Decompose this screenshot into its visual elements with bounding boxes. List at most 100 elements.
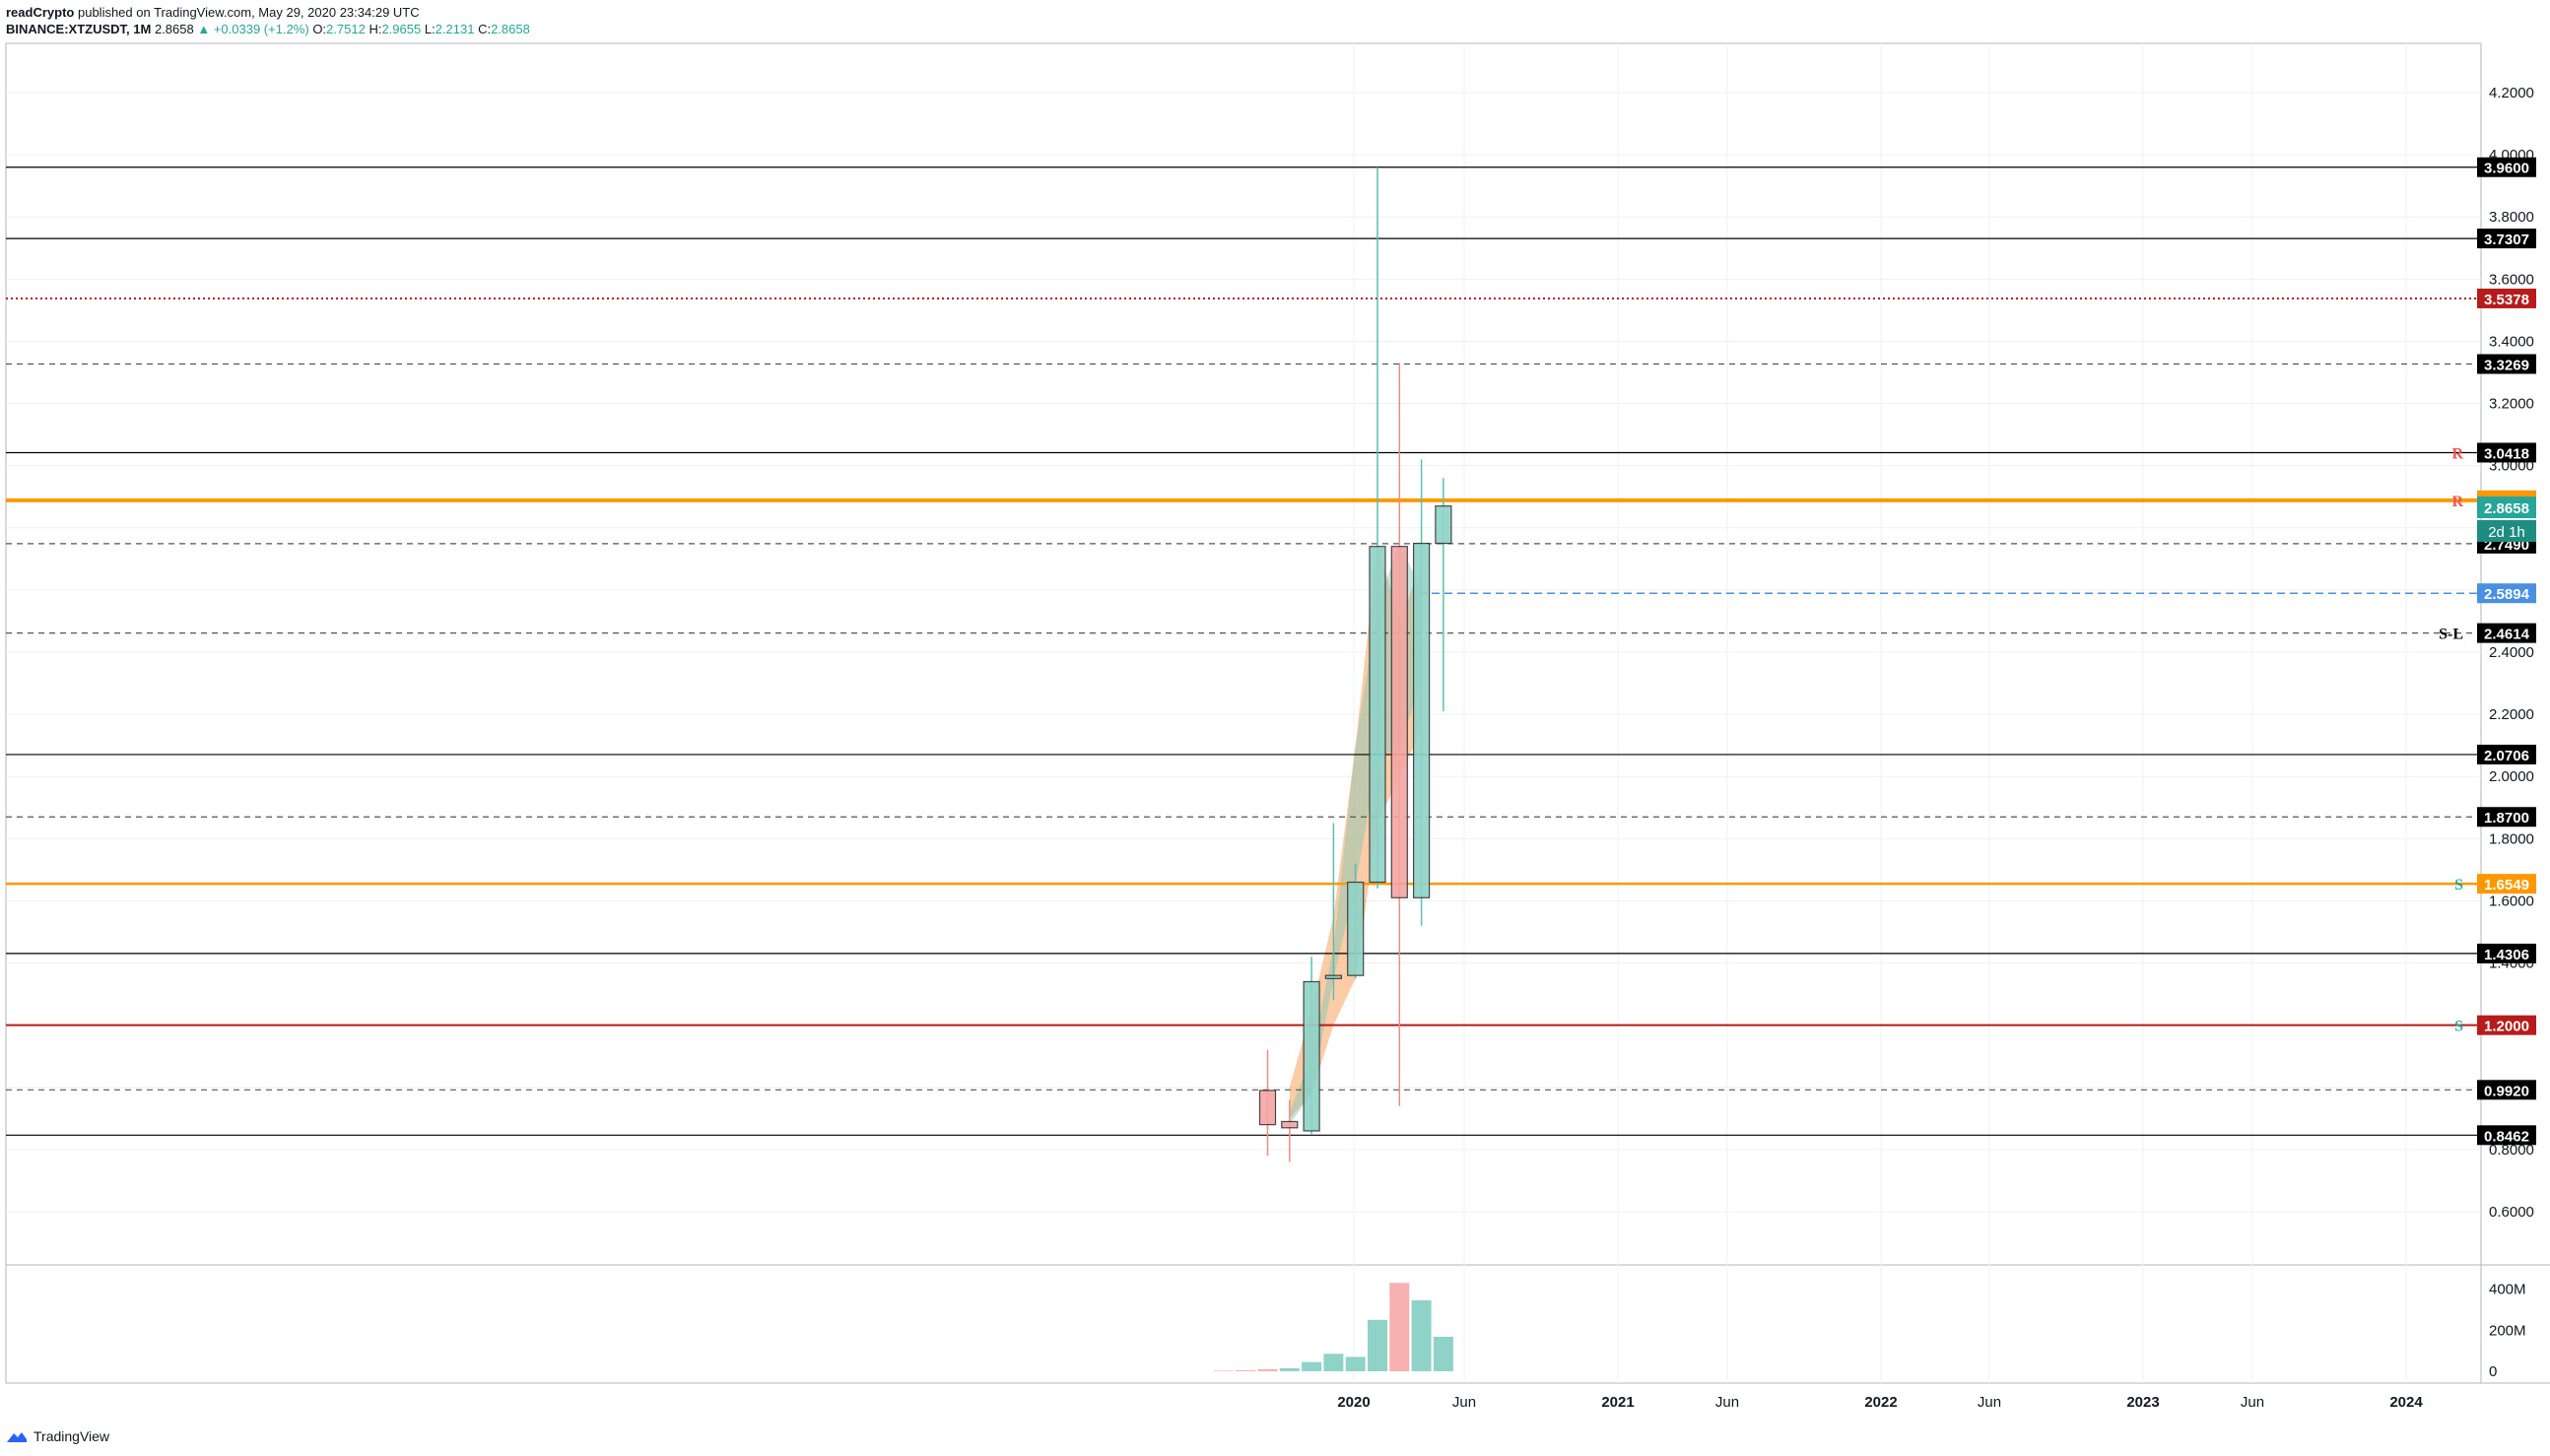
level-mark-label: R	[2451, 445, 2463, 462]
open-value: 2.7512	[326, 22, 366, 36]
level-price-label: 3.7307	[2484, 232, 2529, 248]
level-price-tag	[2477, 623, 2536, 643]
level-price-tag	[2477, 807, 2536, 827]
y-tick-label: 1.8000	[2489, 830, 2534, 847]
level-price-label: 1.2000	[2484, 1019, 2529, 1035]
candle-body	[1369, 546, 1386, 884]
volume-bar	[1433, 1336, 1453, 1371]
close-label: C:	[478, 22, 492, 36]
volume-bar	[1389, 1283, 1410, 1371]
x-tick-label: Jun	[1978, 1394, 2001, 1411]
x-tick-label: 2022	[1864, 1394, 1897, 1411]
level-price-tag	[2477, 1080, 2536, 1100]
candle-body	[1390, 546, 1408, 898]
volume-bar	[1257, 1368, 1278, 1371]
countdown-label: 2d 1h	[2488, 524, 2525, 541]
level-price-label: 1.6549	[2484, 877, 2529, 893]
publisher-name[interactable]: readCrypto	[6, 5, 75, 20]
y-tick-label: 1.6000	[2489, 893, 2534, 909]
level-price-tag	[2477, 943, 2536, 963]
level-mark-label: S	[2454, 877, 2463, 893]
candle-body	[1347, 881, 1365, 976]
x-tick-label: 2020	[1337, 1394, 1370, 1411]
level-price-tag	[2477, 157, 2536, 177]
candle-body	[1324, 974, 1343, 979]
volume-bar	[1323, 1354, 1344, 1371]
x-tick-label: 2023	[2126, 1394, 2159, 1411]
y-tick-label: 2.2000	[2489, 706, 2534, 723]
level-price-label: 0.9920	[2484, 1083, 2529, 1099]
volume-bar	[1236, 1369, 1256, 1371]
level-price-label: 2.0706	[2484, 748, 2529, 764]
level-price-tag	[2477, 354, 2536, 374]
x-tick-label: Jun	[1715, 1394, 1739, 1411]
low-value: 2.2131	[435, 22, 475, 36]
y-tick-label: 3.6000	[2489, 271, 2534, 288]
countdown-tag	[2477, 520, 2536, 543]
open-label: O:	[312, 22, 327, 36]
change-text: ▲ +0.0339 (+1.2%)	[197, 22, 309, 36]
tradingview-logo-icon	[7, 1432, 27, 1442]
volume-tick-label: 200M	[2489, 1322, 2526, 1339]
level-mark-label: R	[2451, 494, 2463, 510]
level-price-label: 3.3269	[2484, 358, 2529, 374]
volume-bar	[1279, 1367, 1300, 1371]
footer: TradingView	[6, 1428, 109, 1444]
x-tick-label: 2024	[2389, 1394, 2423, 1411]
y-tick-label: 2.4000	[2489, 644, 2534, 661]
publish-line: readCrypto published on TradingView.com,…	[6, 4, 530, 21]
chart-header: readCrypto published on TradingView.com,…	[6, 4, 530, 37]
y-tick-label: 0.8000	[2489, 1142, 2534, 1158]
symbol-label[interactable]: BINANCE:XTZUSDT, 1M	[6, 22, 152, 36]
volume-bar	[1302, 1361, 1322, 1371]
ma-band-orange	[1289, 543, 1422, 1119]
candle-body	[1412, 542, 1431, 898]
level-price-label: 3.0418	[2484, 445, 2529, 462]
candle-body	[1435, 505, 1452, 545]
volume-bar	[1345, 1357, 1366, 1371]
y-tick-label: 0.6000	[2489, 1204, 2534, 1221]
level-price-tag	[2477, 1015, 2536, 1035]
level-price-tag	[2477, 874, 2536, 894]
candle-body	[1303, 980, 1320, 1132]
level-price-tag	[2477, 1125, 2536, 1146]
low-label: L:	[424, 22, 436, 36]
level-price-label: 1.8700	[2484, 810, 2529, 827]
chart-frame	[5, 42, 2482, 1384]
level-price-label: 2.4614	[2484, 627, 2530, 643]
level-price-label: 3.5378	[2484, 292, 2529, 308]
volume-tick-label: 400M	[2489, 1282, 2526, 1298]
level-price-tag	[2477, 288, 2536, 308]
volume-bar	[1411, 1300, 1432, 1371]
volume-bar	[1368, 1319, 1387, 1371]
high-value: 2.9655	[381, 22, 422, 36]
level-price-tag	[2477, 744, 2536, 764]
entry-price-tag	[2477, 583, 2536, 604]
x-tick-label: 2021	[1601, 1394, 1634, 1411]
y-tick-label: 2.0000	[2489, 768, 2534, 785]
entry-price-label: 2.5894	[2484, 586, 2530, 603]
level-price-tag	[2477, 229, 2536, 249]
level-price-label: 0.8462	[2484, 1128, 2529, 1145]
candle-body	[1281, 1120, 1299, 1129]
x-tick-label: Jun	[2241, 1394, 2264, 1411]
y-tick-label: 4.2000	[2489, 85, 2534, 101]
level-mark-label: S-L	[2439, 627, 2463, 643]
y-tick-label: 3.8000	[2489, 209, 2534, 226]
y-tick-label: 3.4000	[2489, 333, 2534, 350]
ma-band-teal	[1289, 543, 1422, 1125]
last-price-text: 2.8658	[154, 22, 194, 36]
level-mark-label: S	[2454, 1019, 2463, 1035]
volume-tick-label: 0	[2489, 1363, 2497, 1380]
candle-body	[1258, 1090, 1277, 1126]
volume-bar	[1213, 1370, 1234, 1371]
published-text: published on TradingView.com, May 29, 20…	[77, 5, 420, 20]
high-label: H:	[369, 22, 382, 36]
y-tick-label: 3.2000	[2489, 396, 2534, 413]
level-price-tag	[2477, 442, 2536, 463]
close-value: 2.8658	[491, 22, 530, 36]
x-tick-label: Jun	[1452, 1394, 1476, 1411]
level-price-label: 1.4306	[2484, 947, 2529, 963]
footer-brand[interactable]: TradingView	[34, 1428, 110, 1444]
